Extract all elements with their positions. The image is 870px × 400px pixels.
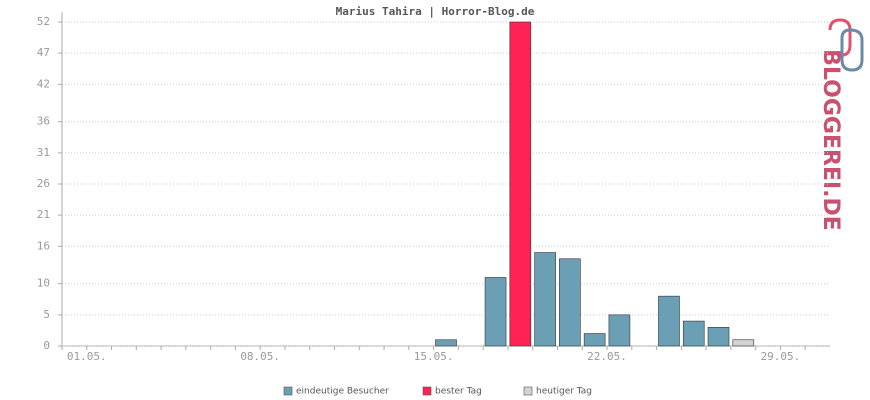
legend-swatch xyxy=(283,386,293,396)
bar xyxy=(509,21,532,347)
logo-icon xyxy=(828,18,852,57)
bar xyxy=(583,333,606,347)
x-tick-label: 01.05. xyxy=(67,350,107,363)
bar xyxy=(484,277,507,347)
legend: eindeutige Besucher bester Tag heutiger Ta… xyxy=(283,386,592,397)
bar xyxy=(559,258,581,347)
y-tick-label: 47 xyxy=(37,46,50,59)
bar xyxy=(435,339,457,347)
y-tick-label: 36 xyxy=(37,115,50,128)
y-tick-label: 21 xyxy=(37,208,50,221)
y-tick-label: 52 xyxy=(37,15,50,28)
y-tick-label: 5 xyxy=(43,308,50,321)
legend-swatch xyxy=(422,386,432,396)
logo: BLOGGEREI.DE xyxy=(818,18,864,231)
legend-swatch xyxy=(523,386,533,396)
bar xyxy=(534,252,556,347)
logo-icon xyxy=(840,28,864,72)
bar xyxy=(608,314,631,347)
x-tick-label: 08.05. xyxy=(240,350,280,363)
legend-label: bester Tag xyxy=(435,387,482,397)
x-tick-label: 29.05. xyxy=(761,350,801,363)
x-tick-label: 22.05. xyxy=(587,350,627,363)
y-tick-label: 42 xyxy=(37,77,50,90)
bar xyxy=(682,320,705,347)
x-tick-label: 15.05. xyxy=(414,350,454,363)
legend-label: eindeutige Besucher xyxy=(296,387,389,397)
bar xyxy=(707,327,730,347)
y-tick-label: 31 xyxy=(37,146,50,159)
y-tick-label: 0 xyxy=(43,339,50,352)
y-tick-label: 16 xyxy=(37,239,50,252)
chart-title: Marius Tahira | Horror-Blog.de xyxy=(336,5,535,18)
legend-label: heutiger Tag xyxy=(536,387,592,397)
bar xyxy=(658,295,680,347)
y-tick-label: 10 xyxy=(37,277,50,290)
y-tick-label: 26 xyxy=(37,177,50,190)
bar xyxy=(732,339,755,347)
logo-text: BLOGGEREI.DE xyxy=(818,49,843,231)
